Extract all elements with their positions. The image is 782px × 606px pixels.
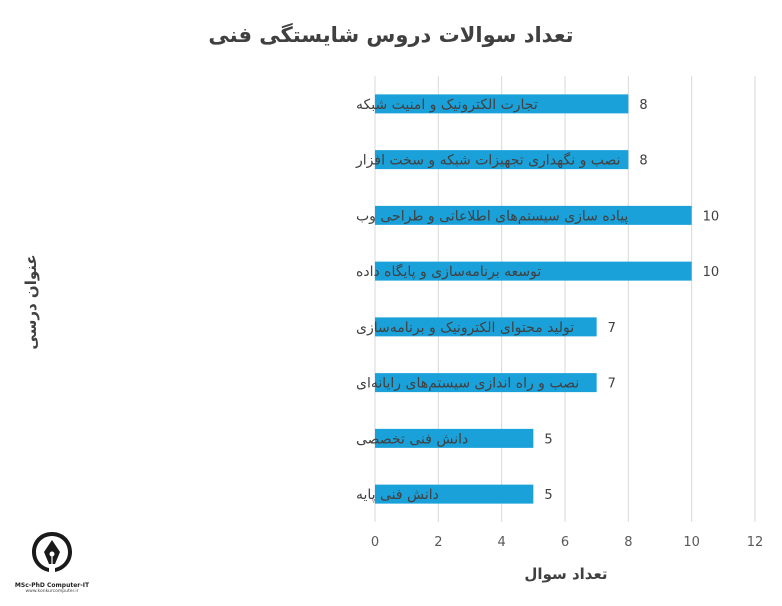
data-label: 8 bbox=[639, 154, 647, 169]
category-label: تولید محتوای الکترونیک و برنامه‌سازی bbox=[356, 320, 574, 336]
bar bbox=[375, 484, 534, 504]
brand-logo: MSc-PhD Computer-IT www.konkurcomputer.i… bbox=[10, 528, 94, 600]
data-label: 5 bbox=[544, 432, 552, 447]
bar bbox=[375, 261, 692, 281]
data-label: 8 bbox=[639, 98, 647, 113]
category-label: توسعه برنامه‌سازی و پایگاه داده bbox=[356, 263, 541, 280]
data-labels: 8 8 10 10 7 7 5 5 bbox=[544, 98, 719, 503]
logo-title: MSc-PhD Computer-IT bbox=[14, 582, 90, 589]
gridlines bbox=[374, 76, 756, 522]
category-label: پیاده سازی سیستم‌های اطلاعاتی و طراحی وب bbox=[356, 208, 628, 224]
bar bbox=[375, 317, 597, 337]
bar bbox=[375, 373, 597, 393]
x-tick-label: 2 bbox=[434, 535, 442, 550]
x-tick-label: 4 bbox=[498, 535, 506, 550]
bars bbox=[375, 94, 692, 504]
data-label: 10 bbox=[703, 209, 720, 224]
x-tick-label: 0 bbox=[371, 535, 379, 550]
chart-title: تعداد سوالات دروس شایستگی فنی bbox=[208, 22, 573, 47]
category-label: نصب و نگهداری تجهیزات شبکه و سخت افزار bbox=[355, 152, 621, 169]
bar bbox=[375, 150, 629, 170]
data-label: 7 bbox=[608, 321, 616, 336]
category-label: دانش فنی پایه bbox=[356, 487, 439, 503]
category-labels: تجارت الکترونیک و امنیت شبکه نصب و نگهدار… bbox=[355, 97, 628, 503]
category-label: نصب و راه اندازی سیستم‌های رایانه‌ای bbox=[356, 376, 579, 392]
data-label: 7 bbox=[608, 377, 616, 392]
category-label: تجارت الکترونیک و امنیت شبکه bbox=[356, 97, 538, 113]
category-label: دانش فنی تخصصی bbox=[356, 431, 468, 447]
logo-website: www.konkurcomputer.ir bbox=[25, 589, 79, 594]
x-tick-label: 12 bbox=[747, 535, 764, 550]
bar bbox=[375, 94, 629, 114]
data-label: 10 bbox=[703, 265, 720, 280]
bar bbox=[375, 428, 534, 448]
x-tick-labels: 0 2 4 6 8 10 12 bbox=[371, 535, 763, 550]
x-axis-title: تعداد سوال bbox=[524, 565, 607, 583]
x-tick-label: 8 bbox=[624, 535, 632, 550]
y-axis-title: عنوان درسی bbox=[22, 254, 40, 349]
data-label: 5 bbox=[544, 488, 552, 503]
x-tick-label: 6 bbox=[561, 535, 569, 550]
x-tick-label: 10 bbox=[683, 535, 700, 550]
pen-nib-icon bbox=[32, 532, 72, 572]
bar bbox=[375, 205, 692, 225]
